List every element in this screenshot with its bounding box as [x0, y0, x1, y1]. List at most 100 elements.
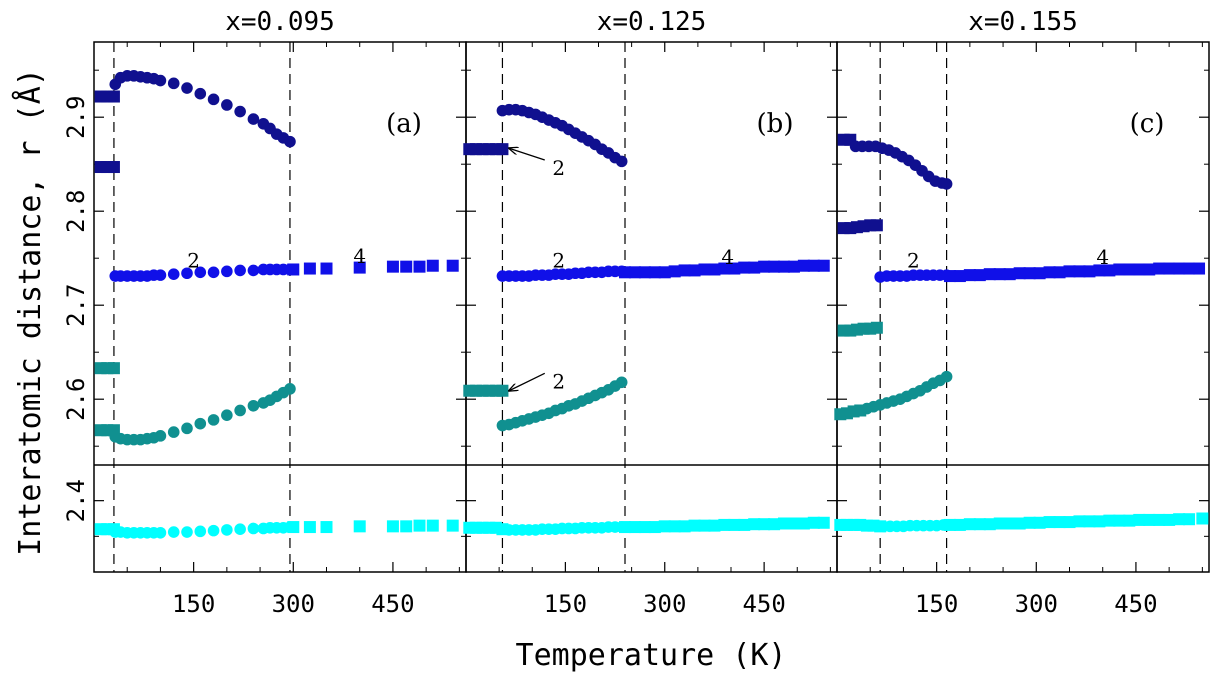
data-point-square [1196, 512, 1209, 525]
data-point-square [1143, 513, 1156, 526]
annotation-arrow [509, 372, 546, 390]
multiplicity-label: 2 [187, 249, 200, 273]
data-point-square [758, 518, 771, 531]
data-point-square [787, 517, 800, 530]
data-point-square [698, 519, 711, 532]
data-point-square [1093, 264, 1106, 277]
data-point-square [1183, 513, 1196, 526]
data-point-square [1153, 513, 1166, 526]
data-point-square [320, 262, 333, 275]
data-point-square [817, 259, 830, 272]
data-point-square [1053, 266, 1066, 279]
panel-title: x=0.095 [225, 7, 335, 37]
panel-letter: (c) [1130, 109, 1165, 139]
data-point-square [768, 260, 781, 273]
data-point-square [446, 519, 459, 532]
data-point-circle [181, 422, 193, 435]
data-point-square [1073, 265, 1086, 278]
data-point-square [1123, 514, 1136, 527]
data-point-circle [234, 523, 246, 535]
data-point-square [658, 266, 671, 279]
data-point-square [400, 260, 413, 273]
data-point-circle [247, 522, 260, 535]
data-point-circle [207, 93, 220, 106]
data-point-circle [194, 525, 207, 538]
data-point-square [1173, 513, 1186, 526]
data-point-square [1013, 267, 1026, 280]
data-point-square [496, 384, 509, 397]
data-point-circle [207, 414, 220, 426]
data-point-square [386, 260, 399, 273]
data-point-square [1113, 263, 1126, 276]
panel-2: x=0.125 150 300 450 (b) 2 4 2 2 [463, 7, 838, 618]
data-point-square [778, 260, 790, 273]
panel-letter: (b) [757, 109, 794, 139]
data-point-square [446, 259, 459, 272]
data-point-square [797, 259, 810, 272]
data-point-circle [167, 77, 180, 90]
data-point-square [1103, 514, 1116, 527]
data-point-circle [940, 370, 953, 383]
data-point-square [983, 268, 996, 281]
data-point-square [758, 260, 771, 273]
data-point-square [628, 266, 641, 279]
annotation-arrow-label: 2 [552, 156, 565, 180]
panel-title: x=0.155 [968, 7, 1078, 37]
data-point-square [1113, 514, 1126, 527]
data-point-circle [194, 87, 207, 100]
data-point-square [1043, 516, 1056, 529]
data-point-square [496, 143, 509, 156]
data-point-circle [207, 266, 220, 279]
data-point-square [1013, 517, 1026, 530]
data-point-square [678, 520, 691, 533]
data-point-square [628, 521, 641, 534]
data-point-square [1063, 516, 1076, 529]
data-point-square [973, 269, 986, 282]
data-point-square [718, 262, 731, 275]
data-point-square [953, 518, 966, 531]
data-point-square [619, 521, 631, 534]
data-point-circle [154, 430, 167, 442]
data-point-square [638, 266, 651, 279]
data-point-square [1143, 263, 1156, 276]
data-point-square [1003, 268, 1016, 281]
y-tick-label: 2.9 [62, 96, 90, 139]
data-point-square [1163, 513, 1176, 526]
data-point-square [797, 517, 810, 530]
data-point-square [718, 518, 731, 531]
data-point-square [1193, 262, 1206, 275]
x-tick-label: 300 [272, 590, 315, 618]
data-point-circle [167, 268, 180, 280]
data-point-circle [284, 135, 296, 148]
panel-letter: (a) [386, 109, 422, 139]
data-point-circle [181, 267, 193, 280]
data-point-square [1023, 267, 1036, 280]
data-point-circle [194, 417, 207, 430]
data-point-square [963, 269, 976, 282]
data-point-square [1163, 262, 1176, 275]
y-tick-label: 2.6 [62, 378, 90, 421]
data-point-square [648, 521, 661, 534]
data-point-square [1133, 513, 1146, 526]
data-point-circle [615, 376, 628, 389]
data-point-square [1073, 515, 1086, 528]
data-point-square [778, 517, 790, 530]
data-point-square [303, 262, 316, 275]
data-point-circle [154, 526, 167, 539]
data-point-circle [234, 105, 246, 118]
x-tick-label: 300 [1015, 590, 1058, 618]
data-point-square [107, 362, 120, 375]
data-point-square [748, 518, 761, 531]
data-point-square [807, 259, 820, 272]
annotation-arrow [509, 148, 545, 161]
y-tick-label-lower: 2.4 [62, 479, 90, 522]
data-point-square [787, 260, 800, 273]
data-point-square [688, 264, 701, 277]
data-point-circle [154, 74, 167, 87]
data-point-square [1123, 263, 1136, 276]
data-point-square [303, 521, 316, 534]
data-point-square [1043, 266, 1056, 279]
y-axis-title: Interatomic distance, r (Å) [12, 68, 48, 556]
multiplicity-label: 4 [353, 244, 366, 268]
multiplicity-label: 2 [552, 249, 565, 273]
